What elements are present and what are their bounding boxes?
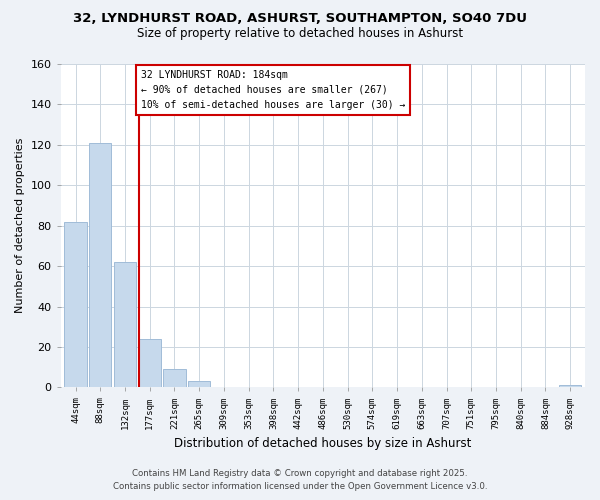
X-axis label: Distribution of detached houses by size in Ashurst: Distribution of detached houses by size … xyxy=(174,437,472,450)
Bar xyxy=(163,369,185,388)
Text: Size of property relative to detached houses in Ashurst: Size of property relative to detached ho… xyxy=(137,28,463,40)
Bar xyxy=(139,339,161,388)
Bar xyxy=(188,382,211,388)
Bar xyxy=(559,386,581,388)
Bar xyxy=(64,222,86,388)
Text: 32 LYNDHURST ROAD: 184sqm
← 90% of detached houses are smaller (267)
10% of semi: 32 LYNDHURST ROAD: 184sqm ← 90% of detac… xyxy=(141,70,406,110)
Text: Contains HM Land Registry data © Crown copyright and database right 2025.
Contai: Contains HM Land Registry data © Crown c… xyxy=(113,470,487,491)
Y-axis label: Number of detached properties: Number of detached properties xyxy=(15,138,25,314)
Bar xyxy=(114,262,136,388)
Bar xyxy=(89,143,112,388)
Text: 32, LYNDHURST ROAD, ASHURST, SOUTHAMPTON, SO40 7DU: 32, LYNDHURST ROAD, ASHURST, SOUTHAMPTON… xyxy=(73,12,527,26)
